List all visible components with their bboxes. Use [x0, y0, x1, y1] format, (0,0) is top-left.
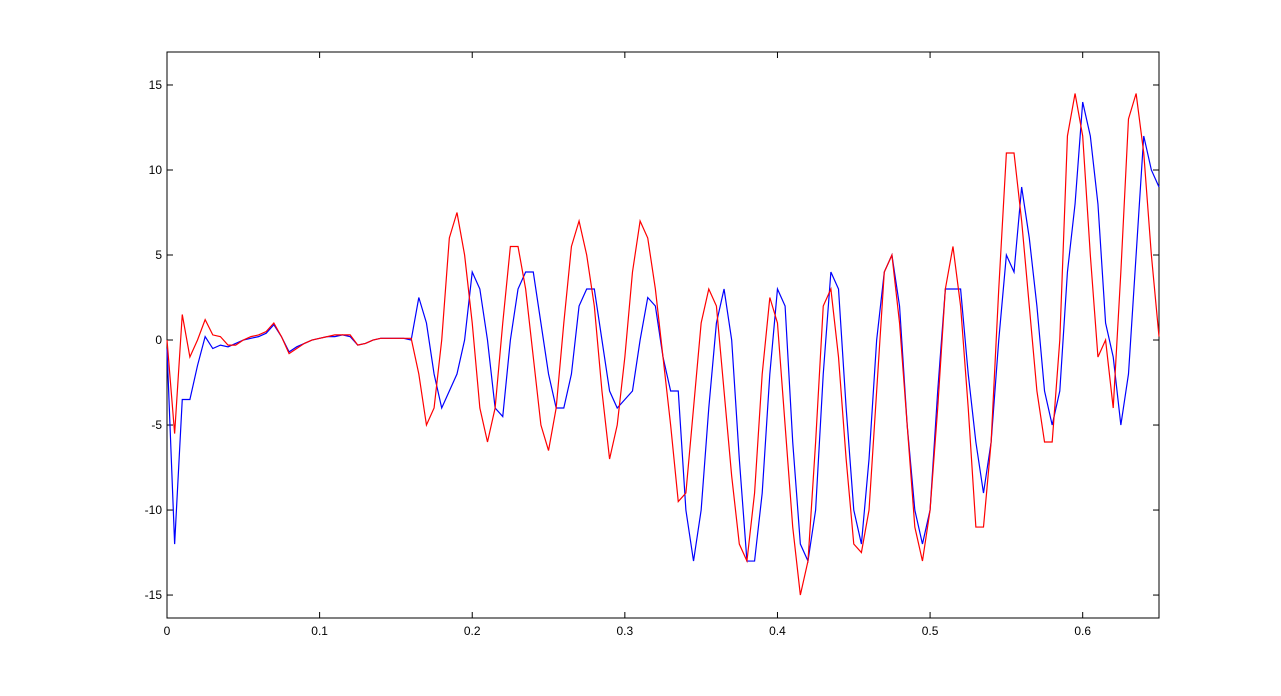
x-tick-label: 0.3 — [617, 624, 634, 638]
x-tick-label: 0.1 — [311, 624, 328, 638]
y-tick-label: -10 — [145, 503, 163, 517]
x-tick-label: 0.2 — [464, 624, 481, 638]
y-tick-label: 15 — [149, 78, 163, 92]
x-tick-label: 0.5 — [922, 624, 939, 638]
y-tick-label: -15 — [145, 588, 163, 602]
x-tick-label: 0 — [164, 624, 171, 638]
y-tick-label: -5 — [151, 418, 162, 432]
x-tick-label: 0.4 — [769, 624, 786, 638]
plot-area — [166, 51, 1160, 619]
y-tick-label: 0 — [155, 333, 162, 347]
series-line — [166, 93, 1160, 596]
y-tick-label: 5 — [155, 248, 162, 262]
y-tick-label: 10 — [149, 163, 163, 177]
x-tick-label: 0.6 — [1074, 624, 1091, 638]
